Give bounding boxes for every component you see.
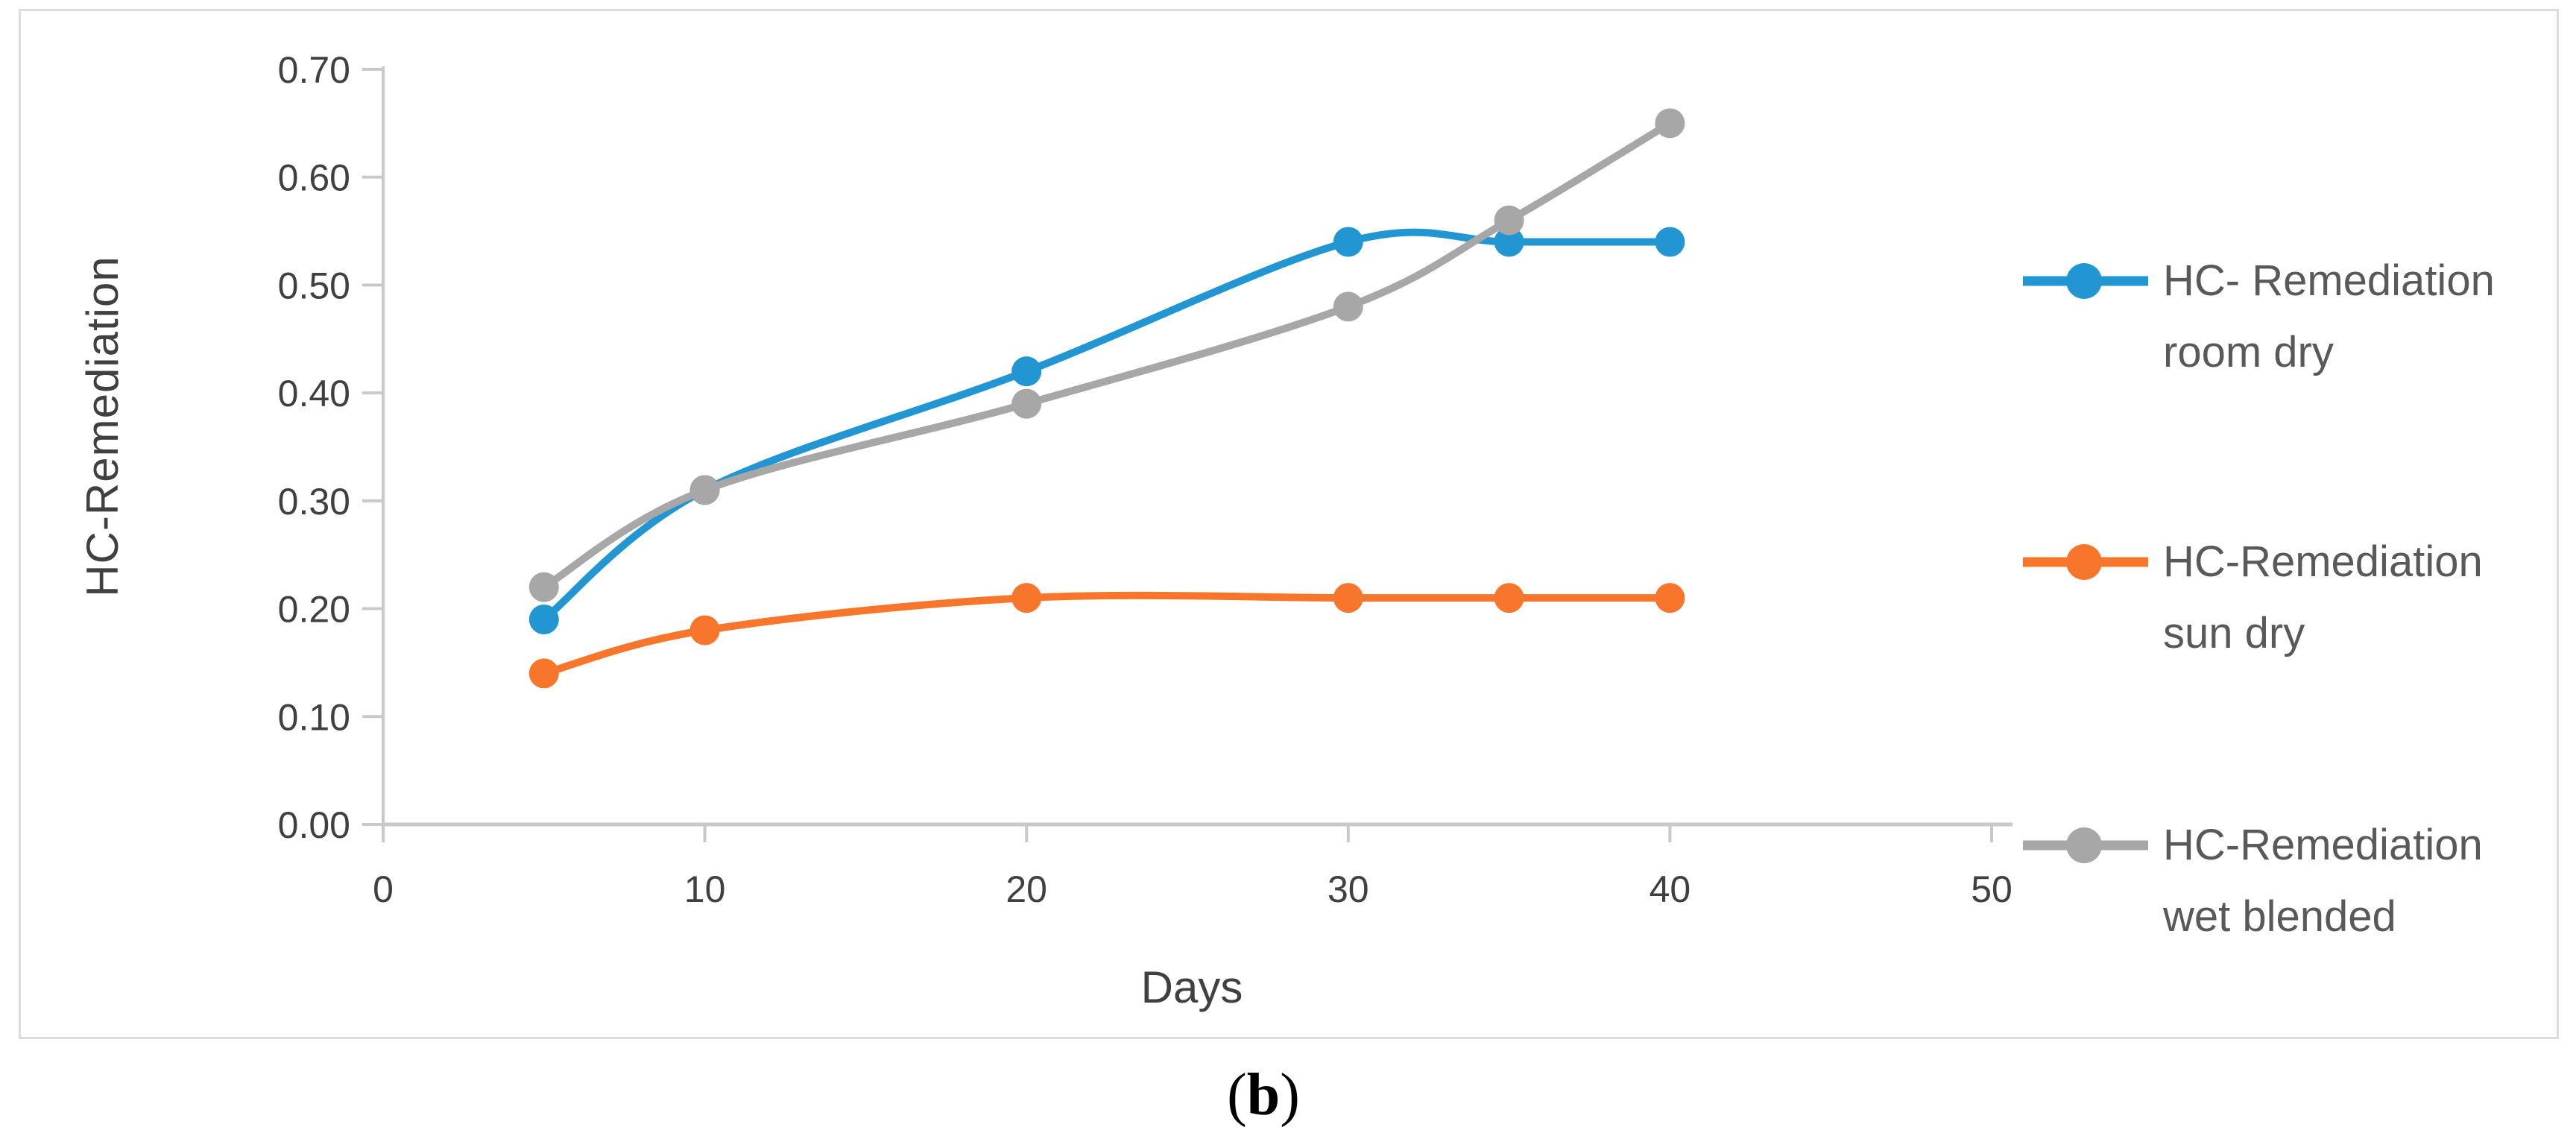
legend-dot-sample (2066, 827, 2102, 863)
data-point-marker (1011, 583, 1042, 613)
legend-item: HC-Remediation sun dry (2021, 526, 2483, 669)
data-point-marker (1655, 108, 1685, 139)
x-tick-label: 10 (684, 868, 726, 910)
x-tick-label: 30 (1328, 868, 1369, 910)
y-tick-label: 0.70 (278, 49, 350, 91)
legend-label-line: HC-Remediation (2163, 821, 2483, 869)
x-tick-label: 20 (1006, 868, 1047, 910)
caption-letter: b (1246, 1062, 1281, 1128)
figure-caption: (b) (1114, 1061, 1412, 1129)
y-axis-title: HC-Remediation (78, 256, 127, 597)
x-axis-title: Days (1140, 962, 1243, 1012)
chart-border-frame (19, 9, 2559, 1039)
x-tick-label: 40 (1650, 868, 1691, 910)
legend-label-line: HC- Remediation (2163, 256, 2495, 305)
legend-label: HC- Remediation room dry (2163, 245, 2495, 388)
legend-marker-swatch (2023, 544, 2148, 580)
data-point-marker (528, 658, 559, 689)
legend-marker-swatch (2023, 827, 2148, 863)
data-point-marker (689, 615, 720, 646)
y-tick-label: 0.40 (278, 373, 350, 414)
legend-item: HC- Remediation room dry (2021, 245, 2495, 388)
legend-marker-swatch (2023, 263, 2148, 299)
data-point-marker (528, 572, 559, 602)
data-point-marker (1494, 227, 1524, 257)
caption-paren-open: ( (1227, 1062, 1247, 1128)
data-point-marker (689, 475, 720, 505)
y-tick-label: 0.00 (278, 804, 350, 846)
legend-label-line: wet blended (2163, 892, 2396, 941)
y-tick-label: 0.50 (278, 265, 350, 306)
series-line-0 (540, 228, 1674, 624)
data-point-marker (528, 605, 559, 635)
legend-label: HC-Remediation wet blended (2163, 810, 2483, 953)
y-tick-label: 0.60 (278, 157, 350, 199)
legend-label-line: HC-Remediation (2163, 537, 2483, 586)
data-point-marker (1011, 356, 1042, 387)
legend-item: HC-Remediation wet blended (2021, 810, 2483, 953)
data-point-marker (1333, 227, 1363, 257)
data-point-marker (1333, 583, 1363, 613)
data-point-marker (1494, 583, 1524, 613)
y-tick-label: 0.20 (278, 589, 350, 631)
x-tick-label: 50 (1971, 868, 2012, 910)
data-point-marker (1333, 291, 1363, 322)
y-tick-label: 0.10 (278, 696, 350, 738)
x-tick-label: 0 (373, 868, 394, 910)
data-point-marker (1655, 583, 1685, 613)
data-point-marker (1011, 388, 1042, 419)
y-tick-label: 0.30 (278, 481, 350, 523)
data-point-marker (1655, 227, 1685, 257)
data-point-marker (1494, 205, 1524, 236)
legend-label: HC-Remediation sun dry (2163, 526, 2483, 669)
caption-paren-close: ) (1280, 1062, 1300, 1128)
legend-dot-sample (2066, 544, 2102, 580)
legend-label-line: room dry (2163, 328, 2334, 376)
legend-label-line: sun dry (2163, 609, 2305, 657)
legend-dot-sample (2066, 263, 2102, 299)
series-line-2 (540, 119, 1674, 591)
